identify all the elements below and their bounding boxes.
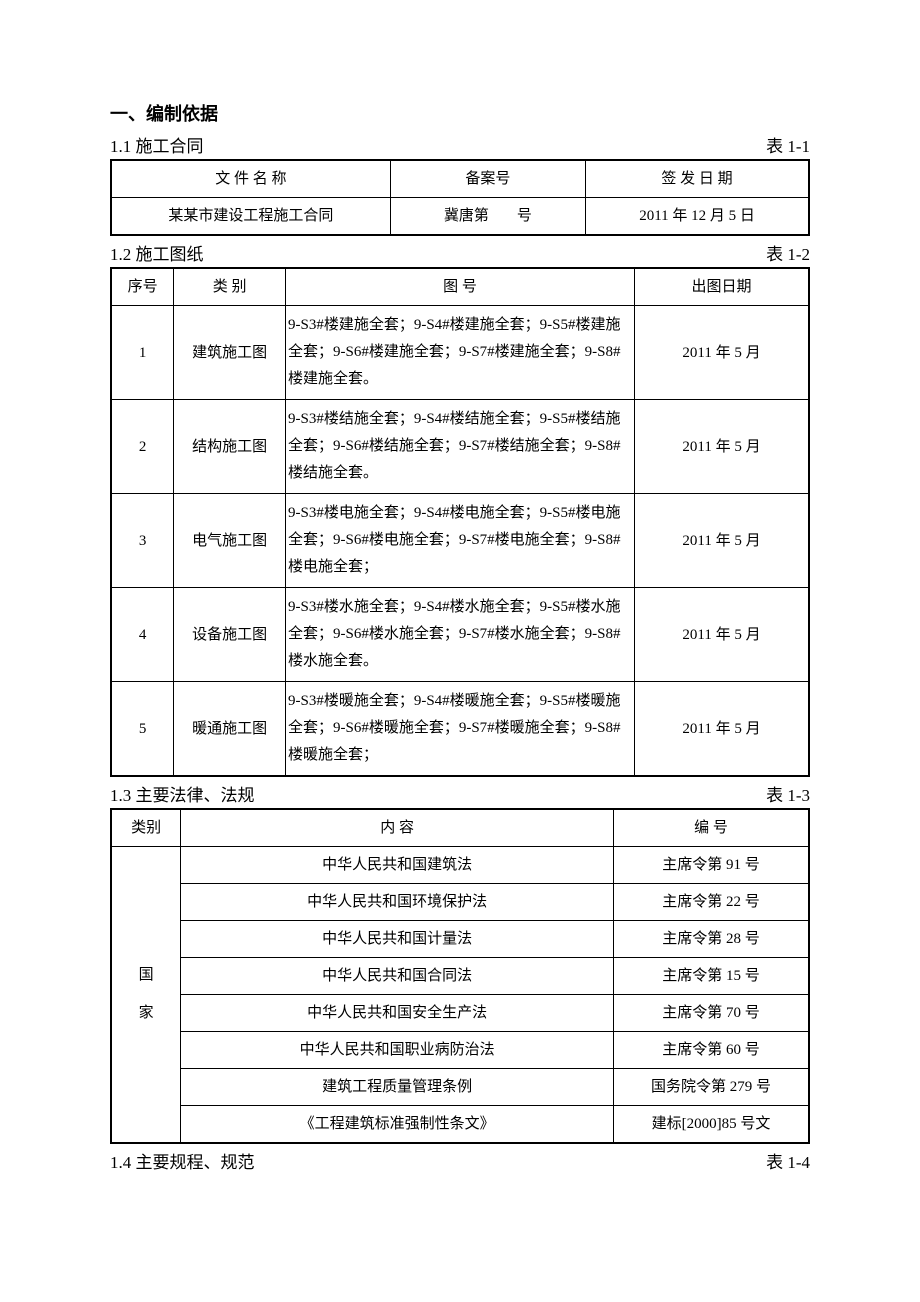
table-cell: 9-S3#楼暖施全套；9-S4#楼暖施全套；9-S5#楼暖施全套；9-S6#楼暖… (285, 682, 634, 777)
table-header: 签 发 日 期 (586, 160, 809, 198)
table-3: 类别 内 容 编 号 国家 中华人民共和国建筑法 主席令第 91 号 中华人民共… (110, 808, 810, 1144)
table-row: 5 暖通施工图 9-S3#楼暖施全套；9-S4#楼暖施全套；9-S5#楼暖施全套… (111, 682, 809, 777)
table-header: 类 别 (174, 268, 286, 306)
table-cell: 2011 年 5 月 (634, 400, 809, 494)
table-cell: 冀唐第号 (390, 198, 585, 236)
table-row: 文 件 名 称 备案号 签 发 日 期 (111, 160, 809, 198)
table-cell: 建标[2000]85 号文 (614, 1106, 809, 1144)
table-cell: 2011 年 12 月 5 日 (586, 198, 809, 236)
subsection-2-header: 1.2 施工图纸 表 1-2 (110, 240, 810, 265)
subsection-3-header: 1.3 主要法律、法规 表 1-3 (110, 781, 810, 806)
table-cell: 建筑施工图 (174, 306, 286, 400)
table-cell: 主席令第 28 号 (614, 921, 809, 958)
table-header: 内 容 (181, 809, 614, 847)
table-1: 文 件 名 称 备案号 签 发 日 期 某某市建设工程施工合同 冀唐第号 201… (110, 159, 810, 236)
subsection-2-title: 1.2 施工图纸 (110, 240, 204, 265)
table-row: 国家 中华人民共和国建筑法 主席令第 91 号 (111, 847, 809, 884)
table-cell: 主席令第 15 号 (614, 958, 809, 995)
subsection-4-title: 1.4 主要规程、规范 (110, 1148, 255, 1173)
table-row: 中华人民共和国计量法 主席令第 28 号 (111, 921, 809, 958)
table-cell: 中华人民共和国安全生产法 (181, 995, 614, 1032)
table-2: 序号 类 别 图 号 出图日期 1 建筑施工图 9-S3#楼建施全套；9-S4#… (110, 267, 810, 777)
subsection-1-title: 1.1 施工合同 (110, 132, 204, 157)
table-2-label: 表 1-2 (766, 240, 810, 265)
table-cell: 2011 年 5 月 (634, 494, 809, 588)
table-cell: 9-S3#楼水施全套；9-S4#楼水施全套；9-S5#楼水施全套；9-S6#楼水… (285, 588, 634, 682)
table-row: 2 结构施工图 9-S3#楼结施全套；9-S4#楼结施全套；9-S5#楼结施全套… (111, 400, 809, 494)
table-cell: 2011 年 5 月 (634, 682, 809, 777)
subsection-1-header: 1.1 施工合同 表 1-1 (110, 132, 810, 157)
table-row: 4 设备施工图 9-S3#楼水施全套；9-S4#楼水施全套；9-S5#楼水施全套… (111, 588, 809, 682)
table-cell: 9-S3#楼结施全套；9-S4#楼结施全套；9-S5#楼结施全套；9-S6#楼结… (285, 400, 634, 494)
table-cell: 5 (111, 682, 174, 777)
subsection-3-title: 1.3 主要法律、法规 (110, 781, 255, 806)
table-cell: 1 (111, 306, 174, 400)
table-cell: 3 (111, 494, 174, 588)
table-row: 某某市建设工程施工合同 冀唐第号 2011 年 12 月 5 日 (111, 198, 809, 236)
table-cell: 主席令第 22 号 (614, 884, 809, 921)
table-row: 《工程建筑标准强制性条文》 建标[2000]85 号文 (111, 1106, 809, 1144)
table-cell: 电气施工图 (174, 494, 286, 588)
table-header: 出图日期 (634, 268, 809, 306)
table-cell: 中华人民共和国合同法 (181, 958, 614, 995)
table-header: 图 号 (285, 268, 634, 306)
section-title: 一、编制依据 (110, 100, 810, 126)
table-cell: 4 (111, 588, 174, 682)
table-cell: 主席令第 70 号 (614, 995, 809, 1032)
table-1-label: 表 1-1 (766, 132, 810, 157)
table-header: 备案号 (390, 160, 585, 198)
table-row: 建筑工程质量管理条例 国务院令第 279 号 (111, 1069, 809, 1106)
table-header: 类别 (111, 809, 181, 847)
table-cell: 《工程建筑标准强制性条文》 (181, 1106, 614, 1144)
table-4-label: 表 1-4 (766, 1148, 810, 1173)
table-row: 类别 内 容 编 号 (111, 809, 809, 847)
table-cell: 中华人民共和国建筑法 (181, 847, 614, 884)
table-header: 编 号 (614, 809, 809, 847)
table-row: 3 电气施工图 9-S3#楼电施全套；9-S4#楼电施全套；9-S5#楼电施全套… (111, 494, 809, 588)
table-cell: 2 (111, 400, 174, 494)
table-cell: 主席令第 60 号 (614, 1032, 809, 1069)
table-cell: 9-S3#楼电施全套；9-S4#楼电施全套；9-S5#楼电施全套；9-S6#楼电… (285, 494, 634, 588)
table-cell: 中华人民共和国环境保护法 (181, 884, 614, 921)
table-row: 中华人民共和国环境保护法 主席令第 22 号 (111, 884, 809, 921)
table-row: 中华人民共和国职业病防治法 主席令第 60 号 (111, 1032, 809, 1069)
table-3-label: 表 1-3 (766, 781, 810, 806)
table-cell: 2011 年 5 月 (634, 588, 809, 682)
table-cell: 中华人民共和国职业病防治法 (181, 1032, 614, 1069)
table-cell: 国务院令第 279 号 (614, 1069, 809, 1106)
table-cell: 主席令第 91 号 (614, 847, 809, 884)
subsection-4-header: 1.4 主要规程、规范 表 1-4 (110, 1148, 810, 1173)
table-row: 序号 类 别 图 号 出图日期 (111, 268, 809, 306)
table-row: 1 建筑施工图 9-S3#楼建施全套；9-S4#楼建施全套；9-S5#楼建施全套… (111, 306, 809, 400)
table-cell: 9-S3#楼建施全套；9-S4#楼建施全套；9-S5#楼建施全套；9-S6#楼建… (285, 306, 634, 400)
table-header: 文 件 名 称 (111, 160, 390, 198)
table-cell: 结构施工图 (174, 400, 286, 494)
table-cell-category: 国家 (111, 847, 181, 1144)
table-row: 中华人民共和国安全生产法 主席令第 70 号 (111, 995, 809, 1032)
table-cell: 某某市建设工程施工合同 (111, 198, 390, 236)
table-cell: 中华人民共和国计量法 (181, 921, 614, 958)
table-header: 序号 (111, 268, 174, 306)
table-cell: 暖通施工图 (174, 682, 286, 777)
table-cell: 2011 年 5 月 (634, 306, 809, 400)
table-cell: 设备施工图 (174, 588, 286, 682)
table-row: 中华人民共和国合同法 主席令第 15 号 (111, 958, 809, 995)
table-cell: 建筑工程质量管理条例 (181, 1069, 614, 1106)
